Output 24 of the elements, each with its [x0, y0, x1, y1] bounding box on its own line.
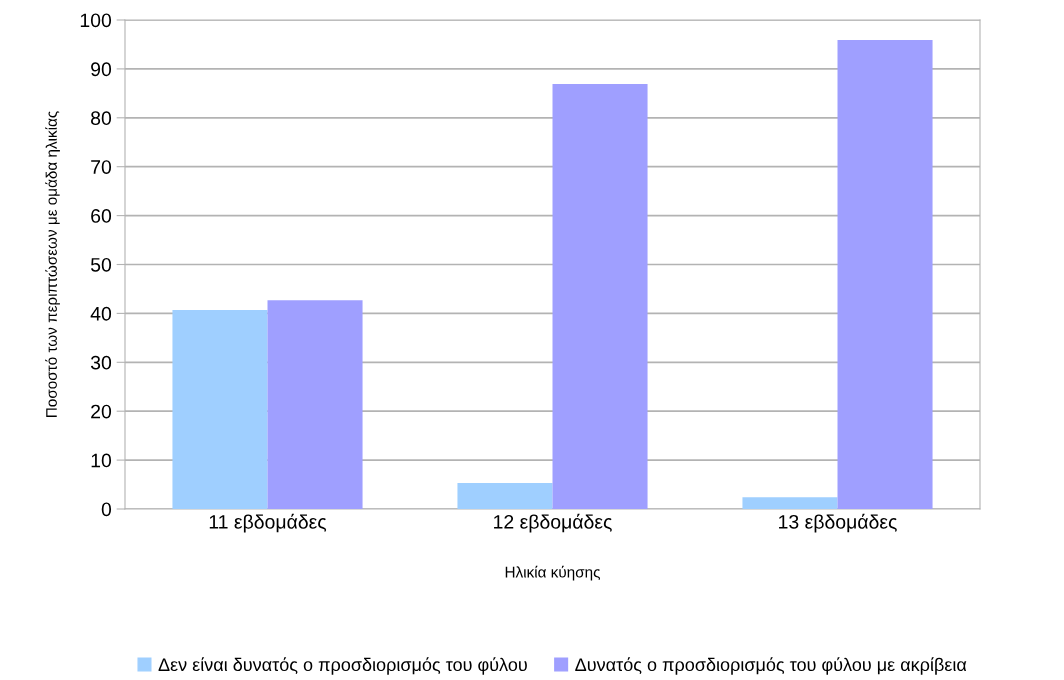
y-tick-label: 10 [91, 453, 112, 468]
y-tick-label: 50 [90, 257, 112, 272]
legend-label: Δεν είναι δυνατός ο προσδιορισμός του φύλου [158, 657, 527, 675]
y-tick-label: 20 [91, 404, 112, 419]
bar [837, 40, 933, 509]
y-tick-label: 40 [90, 306, 112, 321]
x-tick-label: 11 εβδομάδες [209, 513, 327, 533]
y-tick-label: 60 [91, 209, 112, 223]
y-tick-label: 90 [91, 62, 112, 77]
legend-label: Δυνατός ο προσδιορισμός του φύλου με ακρίβεια [575, 657, 967, 675]
y-axis-title: Ποσοστό των περιπτώσεων με ομάδα ηλικίας [45, 111, 60, 417]
y-tick-label: 80 [91, 111, 112, 126]
x-tick-label: 12 εβδομάδες [494, 513, 612, 533]
y-tick-label: 0 [101, 502, 112, 517]
bar [742, 497, 838, 509]
x-tick-label: 13 εβδομάδες [779, 513, 897, 533]
bar [552, 84, 648, 509]
bar [172, 309, 268, 509]
y-tick-label: 30 [90, 355, 112, 370]
bar [267, 300, 363, 509]
y-tick-label: 100 [80, 13, 112, 28]
y-tick-label: 70 [91, 160, 112, 174]
x-axis-title: Ηλικία κύησης [505, 565, 601, 581]
bar [457, 483, 553, 509]
